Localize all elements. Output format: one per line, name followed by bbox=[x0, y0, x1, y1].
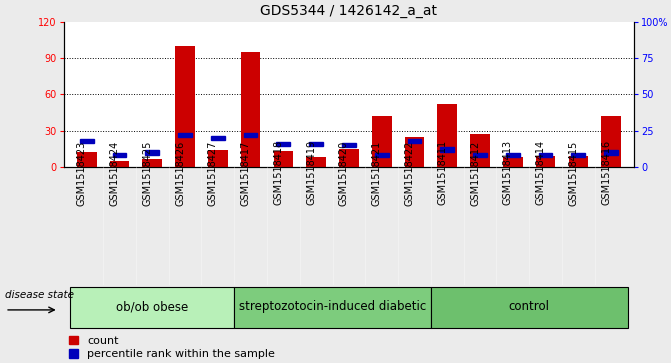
Bar bbox=[601, 116, 621, 167]
Bar bbox=[309, 142, 323, 146]
Bar bbox=[70, 287, 234, 328]
Bar bbox=[241, 52, 260, 167]
Bar bbox=[605, 150, 618, 155]
Bar bbox=[539, 153, 552, 158]
Bar bbox=[211, 136, 225, 140]
Bar bbox=[77, 152, 97, 167]
Text: GSM1518424: GSM1518424 bbox=[109, 140, 119, 205]
Bar bbox=[342, 143, 356, 147]
Text: GSM1518414: GSM1518414 bbox=[535, 140, 546, 205]
Text: GSM1518423: GSM1518423 bbox=[76, 140, 87, 205]
Bar bbox=[274, 151, 293, 167]
Bar bbox=[506, 153, 520, 158]
Text: GSM1518416: GSM1518416 bbox=[601, 140, 611, 205]
Bar bbox=[405, 137, 424, 167]
Text: GSM1518422: GSM1518422 bbox=[405, 140, 415, 205]
Bar bbox=[503, 157, 523, 167]
Text: GSM1518413: GSM1518413 bbox=[503, 140, 513, 205]
Bar bbox=[407, 139, 421, 143]
Bar bbox=[175, 46, 195, 167]
Text: GSM1518411: GSM1518411 bbox=[437, 140, 448, 205]
Bar bbox=[146, 150, 159, 155]
Text: GSM1518427: GSM1518427 bbox=[208, 140, 218, 205]
Bar bbox=[375, 153, 389, 158]
Bar bbox=[178, 133, 192, 137]
Bar bbox=[80, 139, 93, 143]
Bar bbox=[113, 153, 126, 158]
Bar bbox=[208, 150, 227, 167]
Bar bbox=[276, 142, 291, 146]
Bar bbox=[306, 157, 326, 167]
Bar bbox=[440, 147, 454, 152]
Bar bbox=[109, 161, 130, 167]
Bar bbox=[535, 156, 556, 167]
Text: GSM1518415: GSM1518415 bbox=[568, 140, 578, 205]
Text: GSM1518426: GSM1518426 bbox=[175, 140, 185, 205]
Text: GSM1518420: GSM1518420 bbox=[339, 140, 349, 205]
Bar bbox=[431, 287, 627, 328]
Bar bbox=[473, 153, 487, 158]
Text: ob/ob obese: ob/ob obese bbox=[116, 300, 189, 313]
Bar bbox=[142, 159, 162, 167]
Title: GDS5344 / 1426142_a_at: GDS5344 / 1426142_a_at bbox=[260, 4, 437, 18]
Text: GSM1518412: GSM1518412 bbox=[470, 140, 480, 205]
Bar bbox=[568, 156, 588, 167]
Bar bbox=[572, 153, 585, 158]
Text: disease state: disease state bbox=[5, 290, 74, 300]
Bar bbox=[339, 149, 359, 167]
Text: GSM1518418: GSM1518418 bbox=[273, 140, 283, 205]
Text: control: control bbox=[509, 300, 550, 313]
Text: streptozotocin-induced diabetic: streptozotocin-induced diabetic bbox=[239, 300, 426, 313]
Text: GSM1518419: GSM1518419 bbox=[306, 140, 316, 205]
Text: GSM1518425: GSM1518425 bbox=[142, 140, 152, 205]
Text: GSM1518421: GSM1518421 bbox=[372, 140, 382, 205]
Text: GSM1518417: GSM1518417 bbox=[241, 140, 250, 205]
Bar bbox=[244, 133, 258, 137]
Bar bbox=[470, 134, 490, 167]
Bar bbox=[372, 116, 392, 167]
Bar bbox=[437, 104, 457, 167]
Bar bbox=[234, 287, 431, 328]
Legend: count, percentile rank within the sample: count, percentile rank within the sample bbox=[69, 336, 275, 359]
